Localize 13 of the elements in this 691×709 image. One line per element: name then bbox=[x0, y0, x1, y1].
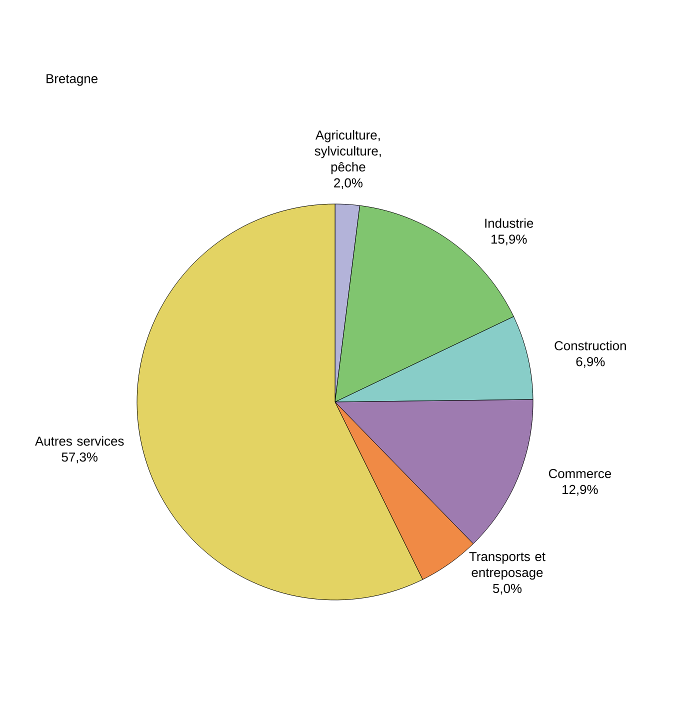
data-label: 5,0% bbox=[493, 584, 522, 595]
data-label: 2,0% bbox=[334, 178, 362, 189]
data-label: 12,9% bbox=[562, 484, 598, 496]
slice-label: Industrie bbox=[485, 218, 534, 228]
chart-title: Bretagne bbox=[46, 74, 98, 86]
data-label: 15,9% bbox=[491, 234, 527, 246]
slice-label: Autres services bbox=[35, 436, 124, 446]
slice-label: Agriculture, sylviculture, pêche bbox=[314, 130, 381, 174]
slice-label: Construction bbox=[554, 340, 626, 350]
slice-label: Commerce bbox=[548, 468, 612, 478]
data-label: 6,9% bbox=[576, 357, 605, 368]
data-label: 57,3% bbox=[62, 452, 98, 464]
slice-label: Transports et entreposage bbox=[469, 552, 546, 580]
